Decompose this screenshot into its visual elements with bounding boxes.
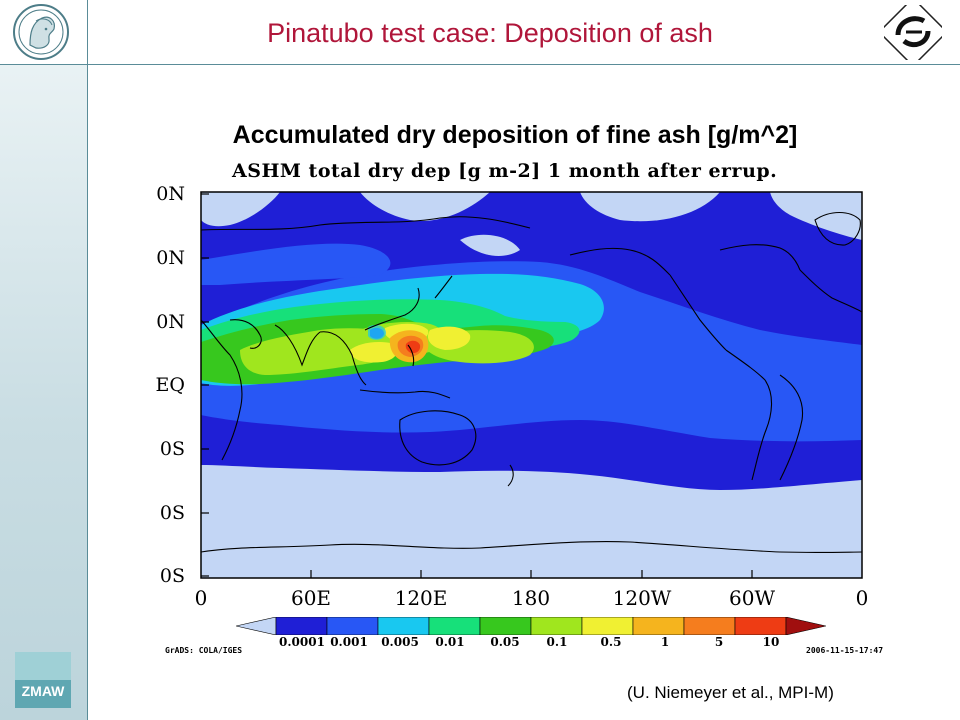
lon-label: 0 — [194, 586, 208, 610]
colorbar-segment — [734, 617, 787, 635]
institute-logo-icon — [884, 5, 942, 60]
vertical-divider — [87, 0, 88, 720]
svg-text:ZMAW: ZMAW — [22, 683, 66, 699]
lat-label: 0S — [159, 565, 185, 587]
colorbar-segment — [632, 617, 685, 635]
colorbar-label: 0.0001 — [279, 635, 325, 649]
lon-label: 120W — [612, 586, 672, 610]
lat-label: 0N — [156, 247, 185, 269]
colorbar-label: 10 — [762, 635, 780, 649]
plot-timestamp: 2006-11-15-17:47 — [806, 646, 884, 655]
colorbar-segment — [236, 617, 277, 635]
colorbar-segment — [785, 617, 826, 635]
header-divider — [0, 64, 960, 65]
colorbar-label: 0.05 — [490, 635, 520, 649]
zmaw-logo-icon: ZMAW — [15, 652, 71, 708]
colorbar-label: 0.01 — [435, 635, 465, 649]
max-planck-minerva-icon — [13, 4, 69, 60]
lon-label: 0 — [855, 586, 869, 610]
slide-title: Pinatubo test case: Deposition of ash — [267, 18, 713, 48]
field-hole — [368, 325, 386, 340]
colorbar-segment — [479, 617, 532, 635]
lon-label: 180 — [511, 586, 551, 610]
sidebar-gradient — [0, 64, 87, 720]
colorbar-segment — [377, 617, 430, 635]
colorbar-label: 1 — [660, 635, 670, 649]
author-credit: (U. Niemeyer et al., MPI-M) — [627, 683, 834, 702]
slide-subtitle: Accumulated dry deposition of fine ash [… — [232, 121, 798, 149]
deposition-map — [200, 191, 863, 579]
colorbar-segment — [530, 617, 583, 635]
field-level-5 — [350, 342, 398, 363]
field-level-001 — [201, 243, 391, 285]
colorbar-segment — [275, 617, 328, 635]
field-patch — [201, 192, 280, 227]
colorbar-segment — [581, 617, 634, 635]
field-patch — [460, 234, 520, 256]
field-patch — [580, 192, 720, 222]
lat-label: 0S — [159, 438, 185, 460]
colorbar-label: 0.001 — [330, 635, 368, 649]
field-level-5 — [427, 326, 471, 350]
field-patch — [360, 192, 490, 221]
colorbar-label: 0.1 — [546, 635, 568, 649]
lon-label: 60E — [290, 586, 332, 610]
lat-label: 0S — [159, 502, 185, 524]
colorbar-label: 5 — [714, 635, 724, 649]
lat-label: 0N — [156, 183, 185, 205]
colorbar-segment — [428, 617, 481, 635]
lon-label: 120E — [394, 586, 448, 610]
colorbar-label: 0.5 — [600, 635, 622, 649]
colorbar-segment — [326, 617, 379, 635]
colorbar-segment — [683, 617, 736, 635]
field-patch — [770, 192, 862, 240]
plot-title: ASHM total dry dep [g m-2] 1 month after… — [232, 160, 778, 182]
lat-label: EQ — [155, 374, 185, 396]
axis-ticks — [201, 193, 753, 578]
lon-label: 60W — [728, 586, 776, 610]
lat-label: 0N — [156, 311, 185, 333]
field-level-40 — [405, 340, 421, 354]
coastlines — [201, 211, 862, 553]
colorbar-label: 0.005 — [381, 635, 419, 649]
colorbar — [236, 617, 826, 635]
grads-credit: GrADS: COLA/IGES — [165, 646, 243, 655]
